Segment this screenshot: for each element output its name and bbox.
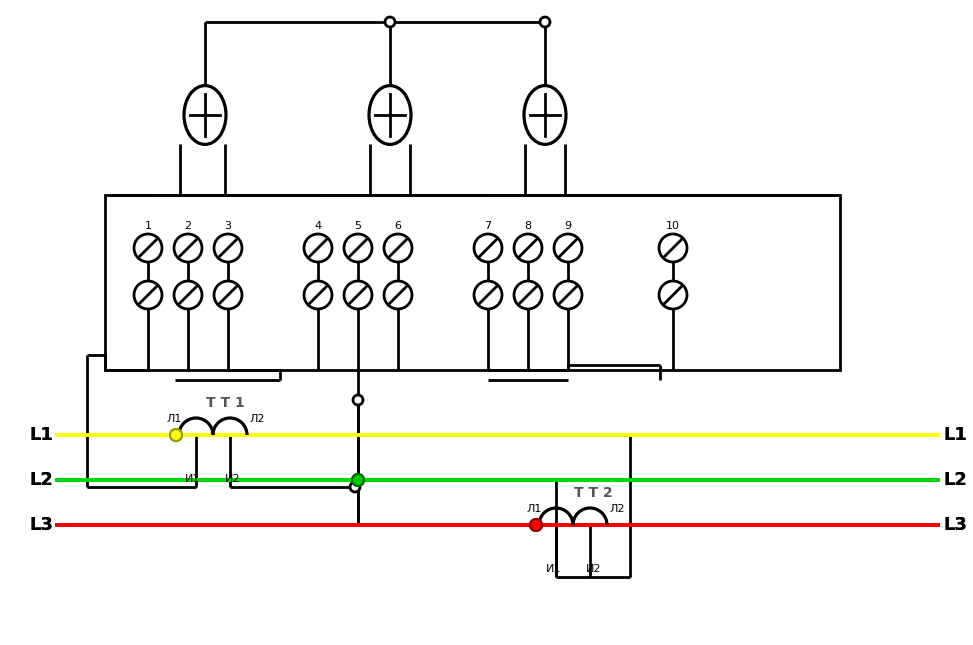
Text: Л1: Л1 — [526, 504, 542, 514]
Circle shape — [174, 281, 202, 309]
Circle shape — [134, 234, 162, 262]
Text: И2: И2 — [226, 474, 240, 484]
Circle shape — [554, 234, 582, 262]
Circle shape — [344, 234, 372, 262]
Text: 9: 9 — [564, 221, 571, 231]
Circle shape — [540, 17, 550, 27]
Ellipse shape — [524, 86, 566, 144]
Circle shape — [170, 429, 182, 441]
Circle shape — [514, 234, 542, 262]
Text: Т Т 2: Т Т 2 — [574, 486, 612, 500]
Circle shape — [530, 519, 542, 531]
Text: L3: L3 — [29, 516, 53, 534]
Text: Т Т 1: Т Т 1 — [205, 396, 244, 410]
Text: L3: L3 — [943, 516, 967, 534]
Circle shape — [134, 281, 162, 309]
Text: 3: 3 — [225, 221, 232, 231]
Text: И1: И1 — [546, 564, 561, 574]
Text: Л2: Л2 — [249, 414, 265, 424]
Circle shape — [352, 474, 364, 486]
Text: L1: L1 — [29, 426, 53, 444]
Circle shape — [353, 395, 363, 405]
Circle shape — [344, 281, 372, 309]
Circle shape — [304, 281, 332, 309]
Text: L3: L3 — [29, 516, 53, 534]
Text: L1: L1 — [943, 426, 967, 444]
Text: 7: 7 — [485, 221, 491, 231]
Ellipse shape — [369, 86, 411, 144]
Circle shape — [530, 519, 542, 531]
Text: L1: L1 — [29, 426, 53, 444]
Circle shape — [350, 482, 360, 492]
Circle shape — [352, 474, 364, 486]
Circle shape — [474, 234, 502, 262]
Text: 6: 6 — [394, 221, 402, 231]
Circle shape — [214, 281, 242, 309]
Circle shape — [174, 234, 202, 262]
Text: L1: L1 — [943, 426, 967, 444]
Circle shape — [554, 281, 582, 309]
Text: Л2: Л2 — [609, 504, 625, 514]
Text: L2: L2 — [943, 471, 967, 489]
Circle shape — [304, 234, 332, 262]
Bar — [105, 195, 840, 370]
Text: 1: 1 — [145, 221, 152, 231]
Text: 10: 10 — [666, 221, 680, 231]
Text: Л1: Л1 — [166, 414, 182, 424]
Text: 5: 5 — [354, 221, 362, 231]
Text: L2: L2 — [29, 471, 53, 489]
Circle shape — [514, 281, 542, 309]
Circle shape — [659, 281, 687, 309]
Circle shape — [384, 281, 412, 309]
Text: 4: 4 — [314, 221, 321, 231]
Circle shape — [170, 429, 182, 441]
Circle shape — [659, 234, 687, 262]
Text: 2: 2 — [185, 221, 192, 231]
Circle shape — [385, 17, 395, 27]
Text: L3: L3 — [943, 516, 967, 534]
Text: 8: 8 — [524, 221, 531, 231]
Circle shape — [384, 234, 412, 262]
Circle shape — [474, 281, 502, 309]
Ellipse shape — [184, 86, 226, 144]
Text: L2: L2 — [943, 471, 967, 489]
Text: И2: И2 — [587, 564, 601, 574]
Text: L2: L2 — [29, 471, 53, 489]
Text: И1: И1 — [185, 474, 200, 484]
Circle shape — [214, 234, 242, 262]
